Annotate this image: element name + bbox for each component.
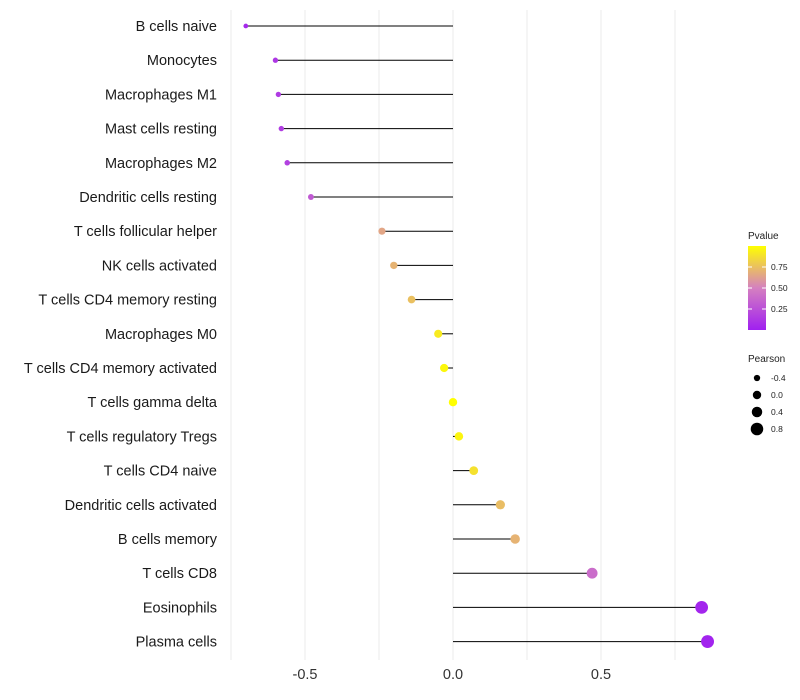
category-label: Mast cells resting: [105, 122, 217, 138]
x-tick-label: 0.0: [443, 667, 463, 683]
category-label: B cells naive: [136, 19, 217, 35]
size-key-label: 0.4: [771, 407, 783, 417]
lollipop-point: [378, 227, 386, 235]
grid-layer: [230, 10, 676, 660]
category-label: T cells CD4 naive: [104, 464, 217, 480]
pvalue-colorbar: [748, 246, 766, 330]
lollipop-point: [407, 295, 416, 304]
category-label: Monocytes: [147, 53, 217, 69]
lollipop-point: [469, 466, 479, 475]
lollipop-point: [272, 57, 279, 63]
colorbar-tick-label: 0.50: [771, 283, 788, 293]
category-label: Macrophages M2: [105, 156, 217, 172]
lollipop-point: [510, 534, 520, 544]
category-label: NK cells activated: [102, 258, 217, 274]
category-label: T cells regulatory Tregs: [67, 429, 217, 445]
lollipop-point: [390, 261, 398, 270]
category-label: Dendritic cells activated: [65, 498, 217, 514]
category-label: T cells gamma delta: [88, 395, 218, 411]
lollipop-point: [454, 432, 464, 441]
category-label: T cells CD4 memory activated: [24, 361, 217, 377]
category-label: T cells CD4 memory resting: [38, 293, 217, 309]
pvalue-legend: Pvalue 0.25 0.50 0.75: [748, 231, 788, 330]
pearson-legend: Pearson -0.4 0.0 0.4 0.8: [748, 354, 786, 436]
lollipop-point: [448, 398, 458, 407]
lollipop-point: [439, 363, 449, 373]
colorbar-tick-label: 0.75: [771, 262, 788, 272]
category-label: T cells follicular helper: [74, 224, 217, 240]
points-layer: [243, 23, 714, 649]
category-label: Macrophages M1: [105, 87, 217, 103]
category-label: B cells memory: [118, 532, 218, 548]
lollipop-point: [275, 91, 282, 98]
lollipop-point: [495, 500, 505, 510]
lollipop-point: [278, 125, 285, 132]
lollipop-point: [243, 23, 249, 29]
size-key-dot: [752, 390, 762, 400]
size-key-dot: [750, 422, 764, 436]
x-tick-label: 0.5: [591, 667, 611, 683]
size-key-dot: [753, 374, 761, 382]
lollipop-point: [284, 160, 290, 166]
colorbar-tick-label: 0.25: [771, 304, 788, 314]
x-axis-ticks: -0.5 0.0 0.5: [293, 667, 612, 683]
category-label: Dendritic cells resting: [79, 190, 217, 206]
lollipop-point: [695, 601, 709, 614]
segments-layer: [245, 25, 708, 643]
size-key-label: 0.0: [771, 390, 783, 400]
y-axis-labels: B cells naive Monocytes Macrophages M1 Mast…: [24, 19, 218, 651]
lollipop-point: [586, 567, 598, 579]
size-key-dot: [751, 406, 763, 418]
lollipop-point: [434, 329, 443, 338]
lollipop-point: [307, 194, 314, 200]
category-label: Macrophages M0: [105, 327, 217, 343]
category-label: Eosinophils: [143, 600, 217, 616]
pearson-legend-title: Pearson: [748, 354, 785, 365]
pvalue-legend-title: Pvalue: [748, 231, 779, 242]
x-tick-label: -0.5: [293, 667, 318, 683]
size-key-label: -0.4: [771, 373, 786, 383]
lollipop-point: [701, 635, 714, 649]
size-key-label: 0.8: [771, 424, 783, 434]
category-label: Plasma cells: [136, 635, 217, 651]
category-label: T cells CD8: [142, 566, 217, 582]
